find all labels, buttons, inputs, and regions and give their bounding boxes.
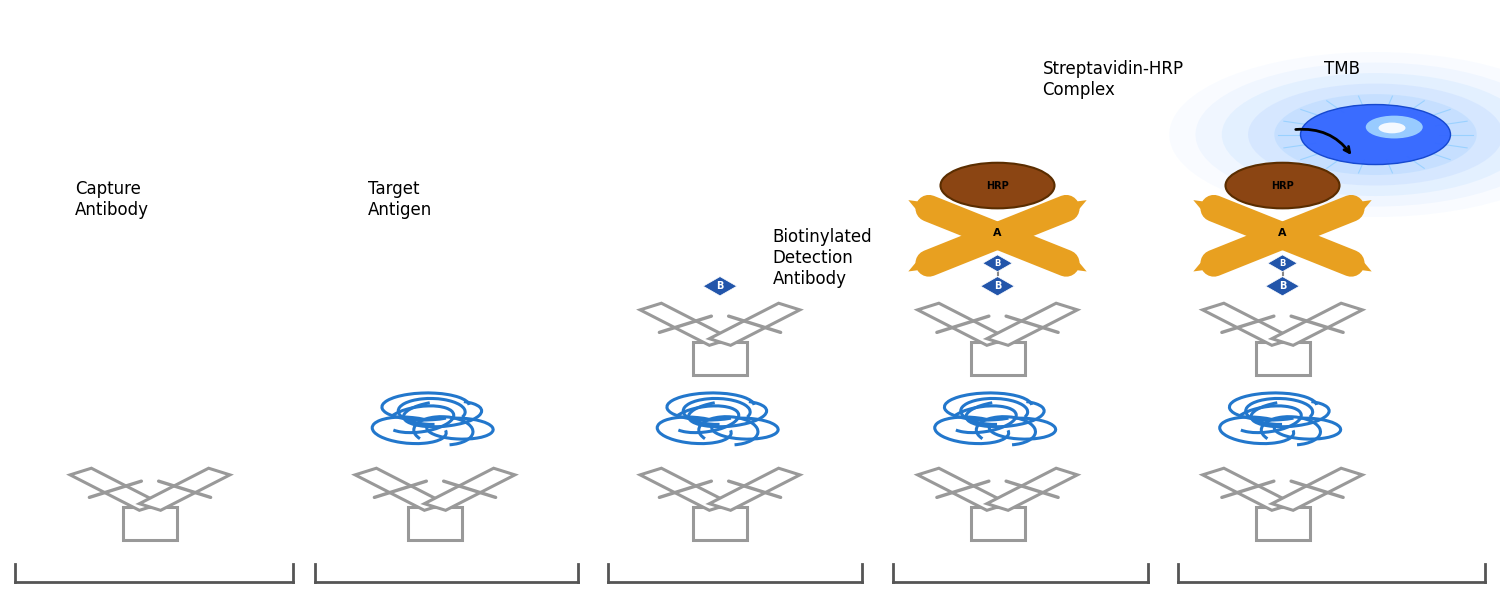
Polygon shape [909,200,939,212]
Polygon shape [987,468,1077,511]
Text: Target
Antigen: Target Antigen [368,180,432,219]
Polygon shape [1341,259,1371,271]
Text: Biotinylated
Detection
Antibody: Biotinylated Detection Antibody [772,228,871,287]
Text: B: B [1280,259,1286,268]
Circle shape [1221,73,1500,196]
Polygon shape [710,303,800,346]
Polygon shape [710,468,800,511]
Polygon shape [970,342,1024,375]
Polygon shape [408,507,462,540]
Circle shape [1300,104,1450,164]
Text: Streptavidin-HRP
Complex: Streptavidin-HRP Complex [1042,60,1184,99]
Text: HRP: HRP [1270,181,1294,191]
Text: HRP: HRP [986,181,1010,191]
Text: A: A [1278,228,1287,238]
Polygon shape [987,303,1077,346]
Text: Capture
Antibody: Capture Antibody [75,180,148,219]
Polygon shape [640,303,730,346]
Polygon shape [1272,468,1362,511]
Polygon shape [970,507,1024,540]
Circle shape [1300,104,1450,164]
Polygon shape [704,277,736,296]
Polygon shape [982,255,1012,272]
Polygon shape [1203,468,1293,511]
Polygon shape [1056,200,1086,212]
Polygon shape [424,468,514,511]
Polygon shape [70,468,160,511]
Circle shape [940,163,1054,208]
Polygon shape [1194,259,1224,271]
Polygon shape [356,468,446,511]
Text: B: B [717,281,723,291]
Polygon shape [1268,255,1298,272]
Circle shape [1378,122,1406,133]
Polygon shape [1266,277,1299,296]
Polygon shape [693,507,747,540]
Polygon shape [909,259,939,271]
Text: TMB: TMB [1324,60,1360,78]
Polygon shape [1056,259,1086,271]
Polygon shape [140,468,230,511]
Circle shape [1365,116,1422,139]
Polygon shape [918,303,1008,346]
Polygon shape [693,342,747,375]
Polygon shape [1194,200,1224,212]
Circle shape [1274,94,1476,175]
Polygon shape [981,277,1014,296]
Circle shape [1226,163,1340,208]
Polygon shape [918,468,1008,511]
Circle shape [1248,83,1500,185]
Text: B: B [994,281,1000,291]
Polygon shape [640,468,730,511]
Polygon shape [1203,303,1293,346]
Text: B: B [1280,281,1286,291]
Polygon shape [123,507,177,540]
Polygon shape [1256,342,1310,375]
Polygon shape [1341,200,1371,212]
Text: A: A [993,228,1002,238]
Text: B: B [994,259,1000,268]
Polygon shape [1272,303,1362,346]
Polygon shape [1256,507,1310,540]
